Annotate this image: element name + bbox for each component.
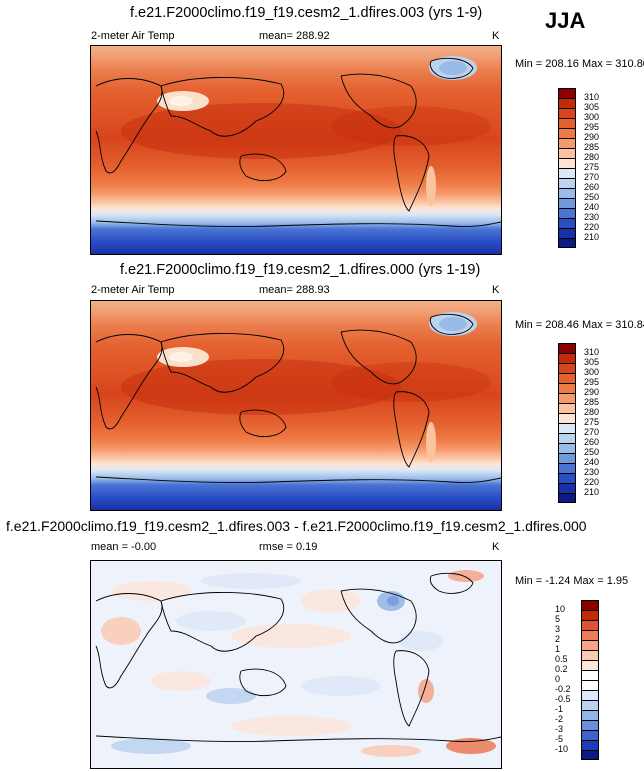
season-label: JJA bbox=[545, 8, 586, 33]
cb2-tick: 250 bbox=[584, 447, 600, 457]
cb3-tick: 0.2 bbox=[555, 664, 568, 674]
panel3-rmse: rmse = 0.19 bbox=[259, 541, 318, 553]
cb3-tick: 0 bbox=[555, 674, 561, 684]
panel1-title: f.e21.F2000climo.f19_f19.cesm2_1.dfires.… bbox=[130, 5, 483, 21]
cb1-tick: 250 bbox=[584, 192, 600, 202]
panel3-minmax: Min = -1.24 Max = 1.95 bbox=[515, 575, 629, 587]
cb1-tick: 285 bbox=[584, 142, 600, 152]
cb2-tick: 275 bbox=[584, 417, 600, 427]
cb3-tick: 5 bbox=[555, 614, 561, 624]
cb2-tick: 240 bbox=[584, 457, 600, 467]
panel1-map bbox=[90, 45, 502, 255]
panel2-mean: mean= 288.93 bbox=[259, 284, 330, 296]
panel2-colorbar: 310 305 300 295 290 285 280 275 270 260 … bbox=[558, 343, 618, 503]
cb1-tick: 280 bbox=[584, 152, 600, 162]
cb3-tick: -5 bbox=[555, 734, 564, 744]
panel3-map bbox=[90, 560, 502, 769]
cb3-tick: -0.5 bbox=[555, 694, 571, 704]
cb1-tick: 270 bbox=[584, 172, 600, 182]
cb2-tick: 300 bbox=[584, 367, 600, 377]
cb1-tick: 300 bbox=[584, 112, 600, 122]
cb2-tick: 220 bbox=[584, 477, 600, 487]
cb3-tick: 1 bbox=[555, 644, 561, 654]
cb1-tick: 230 bbox=[584, 212, 600, 222]
cb1-tick: 240 bbox=[584, 202, 600, 212]
panel3-units: K bbox=[492, 541, 500, 553]
cb3-tick: -10 bbox=[555, 744, 569, 754]
panel1-colorbar: 310 305 300 295 290 285 280 275 270 260 … bbox=[558, 88, 618, 248]
cb1-tick: 290 bbox=[584, 132, 600, 142]
panel3-title: f.e21.F2000climo.f19_f19.cesm2_1.dfires.… bbox=[6, 518, 587, 534]
panel2-map bbox=[90, 300, 502, 511]
cb2-tick: 310 bbox=[584, 347, 600, 357]
cb2-tick: 290 bbox=[584, 387, 600, 397]
panel1-variable: 2-meter Air Temp bbox=[91, 30, 175, 42]
cb3-tick: 10 bbox=[555, 604, 566, 614]
cb3-tick: -2 bbox=[555, 714, 564, 724]
panel2-title: f.e21.F2000climo.f19_f19.cesm2_1.dfires.… bbox=[120, 262, 481, 278]
panel1-minmax: Min = 208.16 Max = 310.80 bbox=[515, 58, 644, 70]
cb3-tick: -0.2 bbox=[555, 684, 571, 694]
cb1-tick: 295 bbox=[584, 122, 600, 132]
cb3-tick: 3 bbox=[555, 624, 561, 634]
cb1-tick: 260 bbox=[584, 182, 600, 192]
cb2-tick: 305 bbox=[584, 357, 600, 367]
cb2-tick: 270 bbox=[584, 427, 600, 437]
cb3-tick: -1 bbox=[555, 704, 564, 714]
cb2-tick: 210 bbox=[584, 487, 600, 497]
cb2-tick: 285 bbox=[584, 397, 600, 407]
cb1-tick: 275 bbox=[584, 162, 600, 172]
panel3-colorbar: 10 5 3 2 1 0.5 0.2 0 -0.2 -0.5 -1 -2 -3 … bbox=[555, 600, 641, 760]
panel1-units: K bbox=[492, 30, 500, 42]
panel2-minmax: Min = 208.46 Max = 310.84 bbox=[515, 319, 644, 331]
panel2-variable: 2-meter Air Temp bbox=[91, 284, 175, 296]
cb3-tick: 2 bbox=[555, 634, 561, 644]
panel1-mean: mean= 288.92 bbox=[259, 30, 330, 42]
cb3-tick: 0.5 bbox=[555, 654, 568, 664]
cb2-tick: 295 bbox=[584, 377, 600, 387]
cb1-tick: 210 bbox=[584, 232, 600, 242]
cb1-tick: 220 bbox=[584, 222, 600, 232]
cb2-tick: 230 bbox=[584, 467, 600, 477]
panel2-units: K bbox=[492, 284, 500, 296]
cb2-tick: 280 bbox=[584, 407, 600, 417]
cb1-tick: 305 bbox=[584, 102, 600, 112]
cb3-tick: -3 bbox=[555, 724, 564, 734]
panel3-mean: mean = -0.00 bbox=[91, 541, 157, 553]
cb2-tick: 260 bbox=[584, 437, 600, 447]
cb1-tick: 310 bbox=[584, 92, 600, 102]
